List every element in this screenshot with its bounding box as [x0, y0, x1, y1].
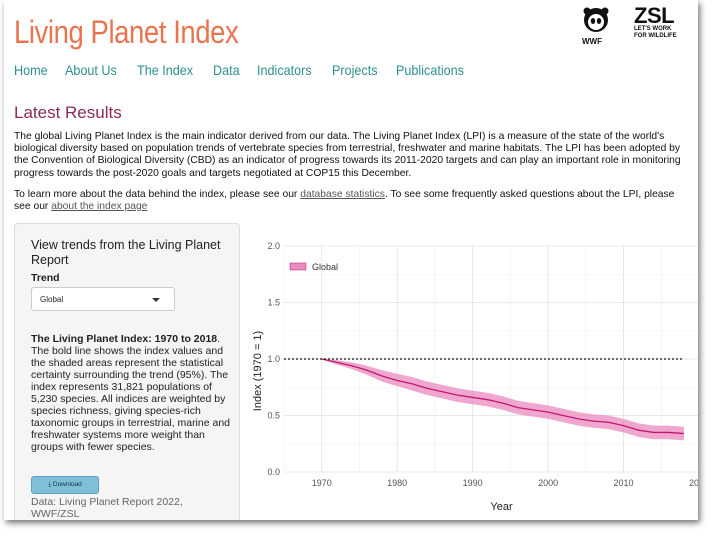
download-button[interactable]: ⤓ Download: [31, 476, 99, 494]
zsl-tagline-1: LET'S WORK: [634, 26, 672, 32]
nav-home[interactable]: Home: [14, 62, 48, 78]
zsl-tagline-2: FOR WILDLIFE: [634, 33, 677, 39]
trend-label: Trend: [31, 272, 60, 284]
y-tick-label: 0.0: [267, 467, 280, 477]
latest-results-heading: Latest Results: [14, 103, 122, 122]
sidebar-heading: View trends from the Living Planet Repor…: [31, 238, 221, 267]
database-statistics-link[interactable]: database statistics: [300, 189, 385, 200]
nav-projects[interactable]: Projects: [331, 62, 378, 78]
confidence-band: [321, 359, 684, 441]
chevron-down-icon: [152, 298, 160, 302]
trend-select[interactable]: Global: [31, 287, 175, 311]
zsl-logo[interactable]: ZSL LET'S WORK FOR WILDLIFE: [634, 3, 690, 40]
page-title: Living Planet Index: [14, 14, 239, 50]
nav-data[interactable]: Data: [213, 62, 240, 78]
nav-the-index[interactable]: The Index: [136, 62, 193, 78]
trend-sidebar: View trends from the Living Planet Repor…: [14, 223, 240, 520]
y-tick-label: 0.5: [267, 411, 280, 421]
y-tick-label: 1.0: [267, 354, 280, 364]
legend-swatch-global: [289, 262, 307, 271]
page-frame: Living Planet Index WWF ZSL LET'S WORK F…: [4, 0, 698, 520]
nav-about-us[interactable]: About Us: [65, 62, 118, 78]
index-description-body: . The bold line shows the index values a…: [31, 333, 231, 453]
y-axis-title: Index (1970 = 1): [252, 331, 264, 411]
x-tick-label: 2000: [538, 478, 558, 488]
x-tick-label: 1970: [312, 478, 332, 488]
data-source: Data: Living Planet Report 2022, WWF/ZSL: [31, 496, 183, 520]
x-tick-label: 2010: [614, 478, 634, 488]
lpi-chart: 0.0 0.5 1.0 1.5 2.0 1970 1980 1990 2000 2010 2020 Y…: [252, 241, 698, 513]
nav-publications[interactable]: Publications: [396, 62, 465, 78]
learn-more-paragraph: To learn more about the data behind the …: [14, 189, 692, 213]
x-axis-title: Year: [490, 501, 513, 513]
learn-more-text-a: To learn more about the data behind the …: [14, 189, 301, 200]
x-tick-label: 2020: [689, 478, 698, 488]
download-label: Download: [52, 481, 82, 488]
wwf-logo-text: WWF: [582, 37, 602, 46]
index-description: The Living Planet Index: 1970 to 2018. T…: [31, 333, 231, 453]
learn-more-text-b: . To see some frequently asked questions…: [14, 189, 675, 213]
index-description-title: The Living Planet Index: 1970 to 2018: [31, 333, 218, 345]
main-nav: Home About Us The Index Data Indicators Proje…: [14, 62, 486, 78]
wwf-panda-logo[interactable]: [580, 6, 612, 46]
download-icon: ⤓: [48, 481, 52, 488]
y-tick-label: 1.5: [267, 298, 280, 308]
intro-paragraph: The global Living Planet Index is the ma…: [14, 131, 681, 179]
x-tick-label: 1990: [463, 478, 483, 488]
legend-label-global: Global: [312, 262, 338, 272]
y-tick-label: 2.0: [267, 241, 280, 251]
about-index-link[interactable]: about the index page: [51, 201, 148, 213]
nav-indicators[interactable]: Indicators: [256, 62, 312, 78]
trend-select-value: Global: [40, 295, 64, 304]
zsl-logo-text: ZSL: [634, 3, 675, 28]
x-tick-label: 1980: [387, 478, 407, 488]
